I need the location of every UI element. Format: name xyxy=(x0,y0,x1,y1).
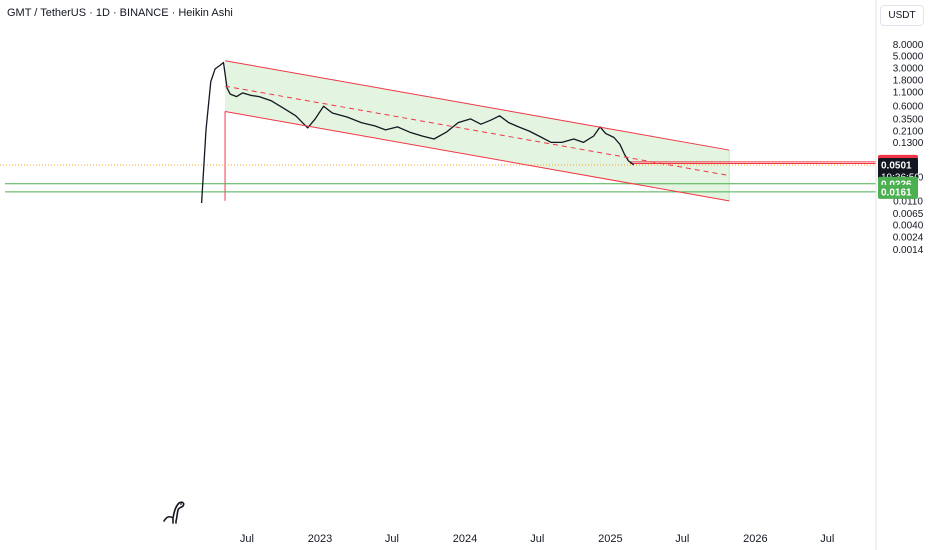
x-tick-label: Jul xyxy=(675,533,689,545)
x-tick-label: 2026 xyxy=(743,533,767,545)
tradingview-logo-icon[interactable] xyxy=(162,499,188,525)
x-tick-label: Jul xyxy=(240,533,254,545)
y-tick-label: 1.8000 xyxy=(893,76,924,87)
y-tick-label: 0.2100 xyxy=(893,127,924,138)
y-tick-label: 0.6000 xyxy=(893,102,924,113)
y-tick-label: 0.0065 xyxy=(893,209,924,220)
channel-lower-line xyxy=(224,110,730,202)
y-tick-label: 0.0040 xyxy=(893,220,924,231)
channel-upper-line xyxy=(224,60,730,151)
y-tick-label: 0.0014 xyxy=(893,245,924,256)
y-tick-label: 0.1300 xyxy=(893,138,924,149)
x-tick-label: 2023 xyxy=(308,533,332,545)
x-tick-label: Jul xyxy=(530,533,544,545)
y-tick-label: 1.1000 xyxy=(893,87,924,98)
chart-title: GMT / TetherUS · 1D · BINANCE · Heikin A… xyxy=(7,7,233,19)
price-tag-label: 0.0226 xyxy=(881,179,912,190)
currency-button[interactable]: USDT xyxy=(880,5,924,26)
x-tick-label: Jul xyxy=(385,533,399,545)
x-tick-label: Jul xyxy=(820,533,834,545)
price-series-line xyxy=(200,61,635,204)
y-tick-label: 0.0024 xyxy=(893,232,924,243)
y-tick-label: 3.0000 xyxy=(893,64,924,75)
y-tick-label: 0.0110 xyxy=(893,196,923,207)
price-tag-label: 0.0161 xyxy=(881,187,912,198)
y-tick-label: 0.3500 xyxy=(893,114,924,125)
x-tick-label: 2025 xyxy=(598,533,622,545)
y-tick-label: 5.0000 xyxy=(893,52,924,63)
x-tick-label: 2024 xyxy=(453,533,477,545)
y-tick-label: 8.0000 xyxy=(893,40,924,51)
price-tag-4 xyxy=(878,184,918,199)
channel-middle-line xyxy=(224,85,730,177)
price-tag-label: 0.0501 xyxy=(881,160,912,171)
